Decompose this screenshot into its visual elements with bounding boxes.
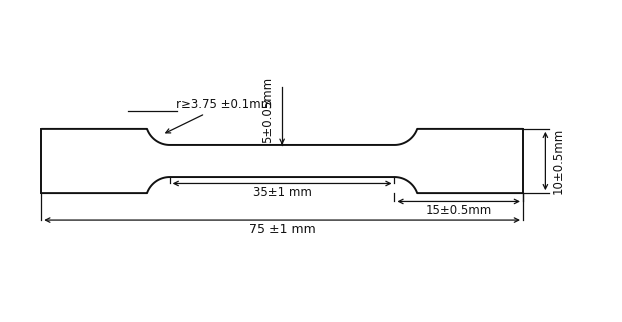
Text: 75 ±1 mm: 75 ±1 mm <box>249 223 315 236</box>
Text: 35±1 mm: 35±1 mm <box>253 186 312 199</box>
Text: 10±0.5mm: 10±0.5mm <box>552 128 565 194</box>
Text: r≥3.75 ±0.1mm: r≥3.75 ±0.1mm <box>166 98 272 133</box>
Text: 15±0.5mm: 15±0.5mm <box>425 204 492 217</box>
Text: 5±0.05mm: 5±0.05mm <box>261 77 274 143</box>
